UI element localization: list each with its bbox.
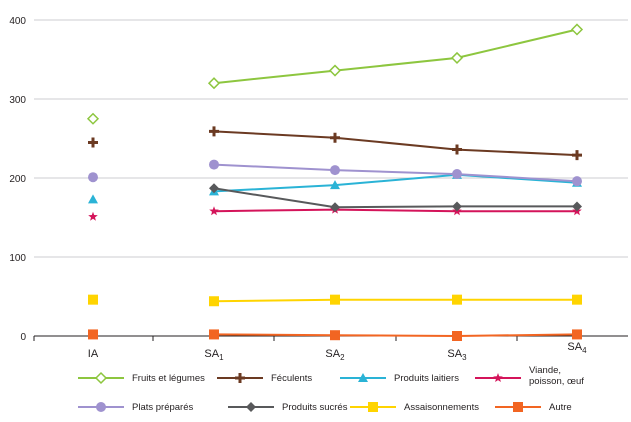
data-point xyxy=(330,180,340,190)
data-point xyxy=(207,77,221,90)
data-point xyxy=(209,329,219,340)
x-tick-label: SA3 xyxy=(447,348,467,362)
data-point xyxy=(452,201,462,212)
x-tick-label: SA2 xyxy=(325,348,345,362)
series-line xyxy=(213,173,578,193)
y-tick-label: 200 xyxy=(9,174,26,185)
data-point xyxy=(493,373,503,382)
data-point xyxy=(96,402,106,412)
x-tick-label: SA1 xyxy=(204,348,224,362)
series-line xyxy=(213,333,578,338)
y-tick-label: 0 xyxy=(20,332,26,343)
series-line xyxy=(213,187,577,209)
legend-label: Viande, xyxy=(529,365,561,376)
data-point xyxy=(330,294,340,305)
data-point xyxy=(330,330,340,341)
x-tick-label: IA xyxy=(88,348,99,360)
legend-label: Assaisonnements xyxy=(404,402,479,413)
data-point xyxy=(94,371,108,385)
data-point xyxy=(452,169,462,180)
legend-label: Autre xyxy=(549,402,572,413)
series-line xyxy=(213,163,578,183)
legend-label: Produits sucrés xyxy=(282,402,348,413)
data-point xyxy=(209,296,219,307)
x-tick-label: SA4 xyxy=(567,341,587,355)
series-line xyxy=(213,208,577,213)
y-tick-label: 400 xyxy=(9,16,26,27)
y-tick-label: 100 xyxy=(9,253,26,264)
data-point xyxy=(368,402,378,412)
legend-label: Féculents xyxy=(271,373,312,384)
data-point xyxy=(330,132,340,143)
data-point xyxy=(450,51,464,64)
data-point xyxy=(358,373,368,382)
y-tick-label: 300 xyxy=(9,95,26,106)
data-point xyxy=(572,329,582,340)
legend-label: Plats préparés xyxy=(132,402,194,413)
data-point xyxy=(330,202,340,213)
data-point xyxy=(88,194,98,204)
data-point xyxy=(246,402,256,412)
data-point xyxy=(209,159,219,170)
data-point xyxy=(452,331,462,341)
data-point xyxy=(572,176,582,187)
data-point xyxy=(88,172,98,183)
data-point xyxy=(572,150,582,161)
data-point xyxy=(209,206,219,216)
data-point xyxy=(513,402,523,412)
data-point xyxy=(572,201,582,212)
data-point xyxy=(86,112,100,125)
data-point xyxy=(452,144,462,155)
legend-label: poisson, œuf xyxy=(529,376,584,387)
data-point xyxy=(88,211,98,221)
data-point xyxy=(330,165,340,176)
data-point xyxy=(452,294,462,305)
data-point xyxy=(328,64,342,77)
data-point xyxy=(88,329,98,340)
data-point xyxy=(209,183,219,194)
data-point xyxy=(235,373,245,383)
data-point xyxy=(572,294,582,305)
data-point xyxy=(88,294,98,305)
data-point xyxy=(209,126,219,137)
data-point xyxy=(88,137,98,148)
series-line xyxy=(213,298,577,303)
legend-label: Fruits et légumes xyxy=(132,373,205,384)
legend-label: Produits laitiers xyxy=(394,373,459,384)
series-line xyxy=(213,28,578,85)
data-point xyxy=(570,23,584,36)
series-line xyxy=(213,130,578,157)
